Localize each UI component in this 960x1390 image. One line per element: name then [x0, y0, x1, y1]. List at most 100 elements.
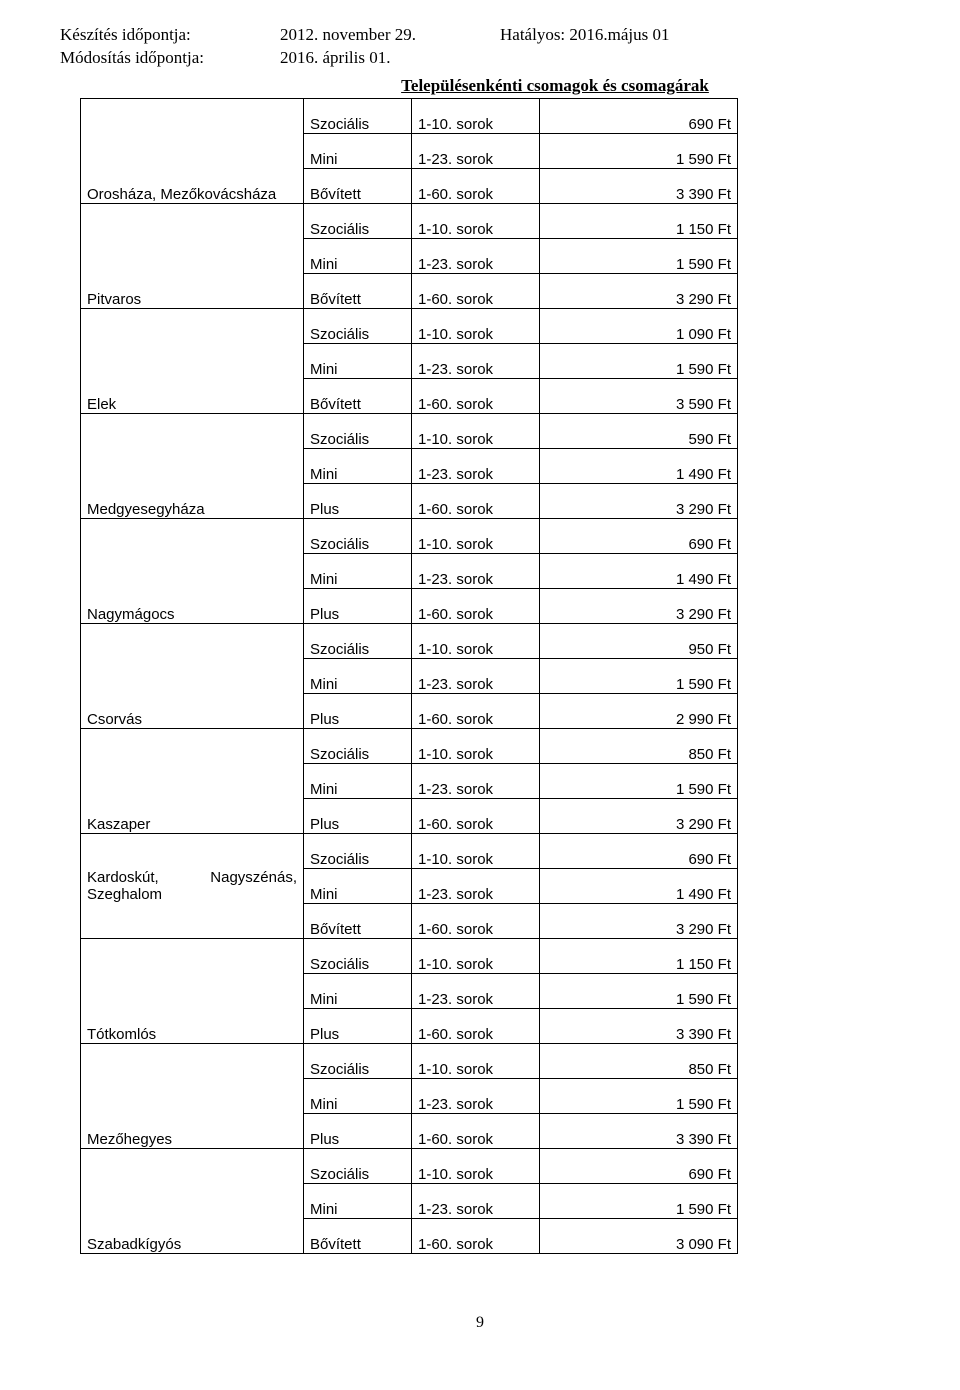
place-cell: Orosháza, Mezőkovácsháza [81, 98, 304, 203]
place-cell: Nagymágocs [81, 518, 304, 623]
tier-cell: Szociális [304, 833, 412, 868]
tier-cell: Plus [304, 1113, 412, 1148]
tier-cell: Plus [304, 798, 412, 833]
place-cell: Kaszaper [81, 728, 304, 833]
price-cell: 690 Ft [540, 1148, 738, 1183]
price-cell: 850 Ft [540, 1043, 738, 1078]
price-cell: 3 290 Ft [540, 903, 738, 938]
tier-cell: Mini [304, 658, 412, 693]
price-cell: 690 Ft [540, 98, 738, 133]
price-cell: 1 490 Ft [540, 448, 738, 483]
price-cell: 1 590 Ft [540, 1078, 738, 1113]
rows-cell: 1-10. sorok [412, 623, 540, 658]
table-row: MedgyesegyházaSzociális1-10. sorok590 Ft [81, 413, 738, 448]
rows-cell: 1-60. sorok [412, 903, 540, 938]
created-label: Készítés időpontja: [60, 24, 280, 47]
price-cell: 3 290 Ft [540, 273, 738, 308]
tier-cell: Plus [304, 1008, 412, 1043]
price-cell: 1 490 Ft [540, 868, 738, 903]
tier-cell: Szociális [304, 938, 412, 973]
rows-cell: 1-23. sorok [412, 763, 540, 798]
rows-cell: 1-10. sorok [412, 203, 540, 238]
table-row: Kardoskút,Nagyszénás,SzeghalomSzociális1… [81, 833, 738, 868]
rows-cell: 1-23. sorok [412, 1078, 540, 1113]
rows-cell: 1-23. sorok [412, 973, 540, 1008]
table-row: ElekSzociális1-10. sorok1 090 Ft [81, 308, 738, 343]
document-header: Készítés időpontja: 2012. november 29. H… [60, 24, 900, 70]
tier-cell: Szociális [304, 308, 412, 343]
tier-cell: Bővített [304, 273, 412, 308]
tier-cell: Mini [304, 973, 412, 1008]
price-cell: 1 590 Ft [540, 1183, 738, 1218]
price-cell: 1 150 Ft [540, 203, 738, 238]
tier-cell: Mini [304, 1078, 412, 1113]
place-cell: Elek [81, 308, 304, 413]
price-cell: 1 590 Ft [540, 973, 738, 1008]
tier-cell: Mini [304, 553, 412, 588]
price-cell: 3 390 Ft [540, 1008, 738, 1043]
tier-cell: Plus [304, 588, 412, 623]
rows-cell: 1-10. sorok [412, 98, 540, 133]
rows-cell: 1-10. sorok [412, 413, 540, 448]
rows-cell: 1-10. sorok [412, 728, 540, 763]
price-cell: 950 Ft [540, 623, 738, 658]
price-cell: 3 590 Ft [540, 378, 738, 413]
table-row: KaszaperSzociális1-10. sorok850 Ft [81, 728, 738, 763]
price-cell: 1 590 Ft [540, 133, 738, 168]
tier-cell: Mini [304, 133, 412, 168]
place-cell: Medgyesegyháza [81, 413, 304, 518]
table-title: Településenkénti csomagok és csomagárak [60, 76, 900, 96]
tier-cell: Szociális [304, 518, 412, 553]
tier-cell: Mini [304, 763, 412, 798]
tier-cell: Mini [304, 868, 412, 903]
table-row: NagymágocsSzociális1-10. sorok690 Ft [81, 518, 738, 553]
rows-cell: 1-10. sorok [412, 938, 540, 973]
rows-cell: 1-23. sorok [412, 238, 540, 273]
tier-cell: Szociális [304, 413, 412, 448]
rows-cell: 1-23. sorok [412, 868, 540, 903]
tier-cell: Bővített [304, 378, 412, 413]
price-cell: 1 090 Ft [540, 308, 738, 343]
tier-cell: Bővített [304, 168, 412, 203]
place-cell: Kardoskút,Nagyszénás,Szeghalom [81, 833, 304, 938]
place-cell: Mezőhegyes [81, 1043, 304, 1148]
place-cell: Szabadkígyós [81, 1148, 304, 1253]
rows-cell: 1-23. sorok [412, 658, 540, 693]
price-cell: 3 290 Ft [540, 483, 738, 518]
rows-cell: 1-60. sorok [412, 588, 540, 623]
tier-cell: Plus [304, 693, 412, 728]
price-cell: 1 590 Ft [540, 238, 738, 273]
rows-cell: 1-23. sorok [412, 343, 540, 378]
tier-cell: Szociális [304, 728, 412, 763]
tier-cell: Mini [304, 448, 412, 483]
rows-cell: 1-60. sorok [412, 168, 540, 203]
rows-cell: 1-23. sorok [412, 133, 540, 168]
page-number: 9 [60, 1314, 900, 1332]
tier-cell: Bővített [304, 1218, 412, 1253]
rows-cell: 1-10. sorok [412, 1043, 540, 1078]
price-cell: 1 490 Ft [540, 553, 738, 588]
price-cell: 3 390 Ft [540, 1113, 738, 1148]
tier-cell: Szociális [304, 1043, 412, 1078]
rows-cell: 1-60. sorok [412, 798, 540, 833]
price-cell: 3 290 Ft [540, 798, 738, 833]
price-cell: 850 Ft [540, 728, 738, 763]
table-row: PitvarosSzociális1-10. sorok1 150 Ft [81, 203, 738, 238]
tier-cell: Mini [304, 1183, 412, 1218]
table-row: Orosháza, MezőkovácsházaSzociális1-10. s… [81, 98, 738, 133]
tier-cell: Szociális [304, 1148, 412, 1183]
rows-cell: 1-23. sorok [412, 553, 540, 588]
price-cell: 3 290 Ft [540, 588, 738, 623]
price-cell: 690 Ft [540, 518, 738, 553]
rows-cell: 1-10. sorok [412, 518, 540, 553]
rows-cell: 1-60. sorok [412, 378, 540, 413]
place-cell: Csorvás [81, 623, 304, 728]
place-cell: Tótkomlós [81, 938, 304, 1043]
rows-cell: 1-10. sorok [412, 1148, 540, 1183]
price-cell: 3 090 Ft [540, 1218, 738, 1253]
tier-cell: Mini [304, 238, 412, 273]
price-cell: 1 590 Ft [540, 763, 738, 798]
rows-cell: 1-10. sorok [412, 308, 540, 343]
price-cell: 1 590 Ft [540, 343, 738, 378]
table-row: CsorvásSzociális1-10. sorok950 Ft [81, 623, 738, 658]
